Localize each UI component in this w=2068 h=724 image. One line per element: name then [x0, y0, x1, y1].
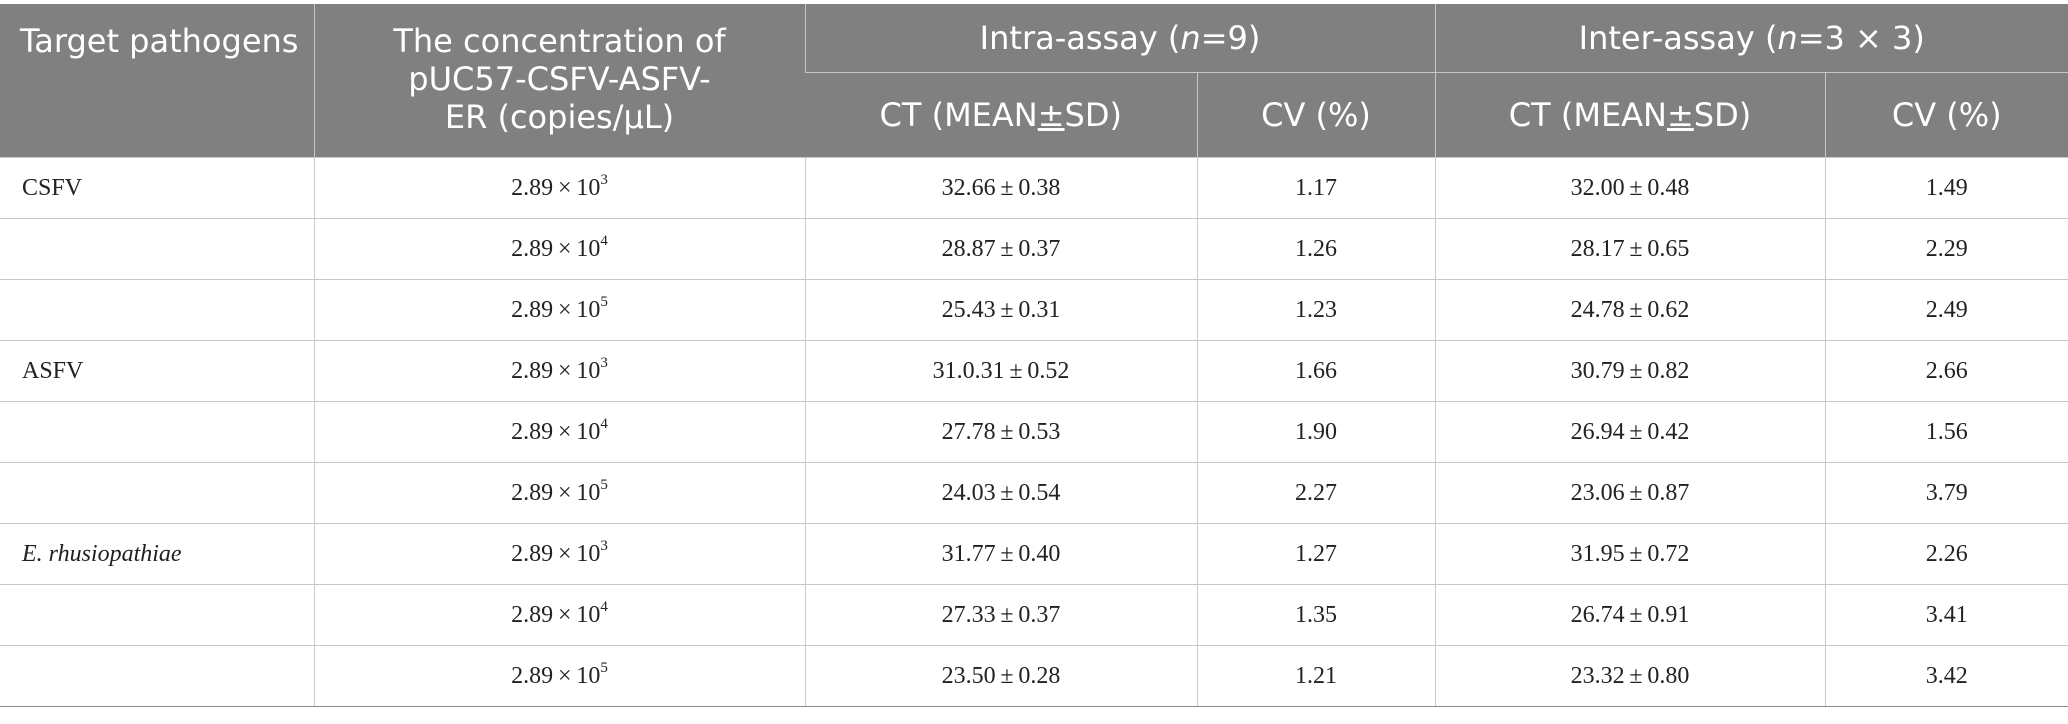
- pathogen-cell: [0, 463, 314, 524]
- inter-ct-cell: 28.17 ± 0.65: [1435, 219, 1825, 280]
- table-row: 2.89 × 105 25.43 ± 0.31 1.23 24.78 ± 0.6…: [0, 280, 2068, 341]
- intra-cv-cell: 1.21: [1197, 646, 1435, 707]
- inter-ct-cell: 32.00 ± 0.48: [1435, 158, 1825, 219]
- concentration-cell: 2.89 × 103: [314, 341, 805, 402]
- inter-cv-cell: 2.26: [1825, 524, 2068, 585]
- intra-cv-cell: 1.26: [1197, 219, 1435, 280]
- inter-cv-cell: 3.79: [1825, 463, 2068, 524]
- concentration-cell: 2.89 × 104: [314, 219, 805, 280]
- concentration-cell: 2.89 × 105: [314, 280, 805, 341]
- intra-cv-cell: 1.17: [1197, 158, 1435, 219]
- table-row: E. rhusiopathiae 2.89 × 103 31.77 ± 0.40…: [0, 524, 2068, 585]
- inter-cv-cell: 1.49: [1825, 158, 2068, 219]
- header-intra-assay: Intra-assay (n=9): [805, 4, 1435, 73]
- inter-cv-cell: 2.49: [1825, 280, 2068, 341]
- intra-ct-cell: 27.33 ± 0.37: [805, 585, 1197, 646]
- table-row: ASFV 2.89 × 103 31.0.31 ± 0.52 1.66 30.7…: [0, 341, 2068, 402]
- intra-cv-cell: 1.23: [1197, 280, 1435, 341]
- inter-ct-cell: 23.06 ± 0.87: [1435, 463, 1825, 524]
- inter-ct-cell: 26.74 ± 0.91: [1435, 585, 1825, 646]
- intra-ct-cell: 31.0.31 ± 0.52: [805, 341, 1197, 402]
- intra-ct-cell: 32.66 ± 0.38: [805, 158, 1197, 219]
- header-concentration: The concentration of pUC57-CSFV-ASFV-ER …: [314, 4, 805, 158]
- table-row: 2.89 × 104 28.87 ± 0.37 1.26 28.17 ± 0.6…: [0, 219, 2068, 280]
- concentration-cell: 2.89 × 103: [314, 524, 805, 585]
- table-row: 2.89 × 104 27.33 ± 0.37 1.35 26.74 ± 0.9…: [0, 585, 2068, 646]
- intra-cv-cell: 1.90: [1197, 402, 1435, 463]
- pathogen-cell: CSFV: [0, 158, 314, 219]
- intra-ct-cell: 25.43 ± 0.31: [805, 280, 1197, 341]
- intra-cv-cell: 1.35: [1197, 585, 1435, 646]
- pathogen-cell: ASFV: [0, 341, 314, 402]
- concentration-cell: 2.89 × 104: [314, 402, 805, 463]
- intra-ct-cell: 27.78 ± 0.53: [805, 402, 1197, 463]
- pathogen-cell: [0, 585, 314, 646]
- concentration-cell: 2.89 × 105: [314, 646, 805, 707]
- inter-ct-cell: 31.95 ± 0.72: [1435, 524, 1825, 585]
- inter-cv-cell: 2.29: [1825, 219, 2068, 280]
- header-intra-ct: CT (MEAN±SD): [805, 73, 1197, 158]
- table-row: 2.89 × 104 27.78 ± 0.53 1.90 26.94 ± 0.4…: [0, 402, 2068, 463]
- inter-ct-cell: 30.79 ± 0.82: [1435, 341, 1825, 402]
- inter-cv-cell: 1.56: [1825, 402, 2068, 463]
- inter-cv-cell: 2.66: [1825, 341, 2068, 402]
- table-row: CSFV 2.89 × 103 32.66 ± 0.38 1.17 32.00 …: [0, 158, 2068, 219]
- header-inter-cv: CV (%): [1825, 73, 2068, 158]
- concentration-cell: 2.89 × 104: [314, 585, 805, 646]
- inter-ct-cell: 23.32 ± 0.80: [1435, 646, 1825, 707]
- intra-cv-cell: 2.27: [1197, 463, 1435, 524]
- intra-cv-cell: 1.66: [1197, 341, 1435, 402]
- inter-ct-cell: 26.94 ± 0.42: [1435, 402, 1825, 463]
- inter-cv-cell: 3.42: [1825, 646, 2068, 707]
- inter-ct-cell: 24.78 ± 0.62: [1435, 280, 1825, 341]
- intra-ct-cell: 31.77 ± 0.40: [805, 524, 1197, 585]
- concentration-cell: 2.89 × 103: [314, 158, 805, 219]
- table-header: Target pathogens The concentration of pU…: [0, 4, 2068, 158]
- intra-ct-cell: 23.50 ± 0.28: [805, 646, 1197, 707]
- pathogen-cell: [0, 280, 314, 341]
- table-body: CSFV 2.89 × 103 32.66 ± 0.38 1.17 32.00 …: [0, 158, 2068, 707]
- data-table: Target pathogens The concentration of pU…: [0, 4, 2068, 707]
- header-inter-assay: Inter-assay (n=3 × 3): [1435, 4, 2068, 73]
- header-target-pathogens: Target pathogens: [0, 4, 314, 158]
- pathogen-cell: [0, 646, 314, 707]
- pathogen-cell: [0, 402, 314, 463]
- pathogen-cell: E. rhusiopathiae: [0, 524, 314, 585]
- concentration-cell: 2.89 × 105: [314, 463, 805, 524]
- table-row: 2.89 × 105 24.03 ± 0.54 2.27 23.06 ± 0.8…: [0, 463, 2068, 524]
- inter-cv-cell: 3.41: [1825, 585, 2068, 646]
- header-inter-ct: CT (MEAN±SD): [1435, 73, 1825, 158]
- intra-ct-cell: 28.87 ± 0.37: [805, 219, 1197, 280]
- header-intra-cv: CV (%): [1197, 73, 1435, 158]
- intra-cv-cell: 1.27: [1197, 524, 1435, 585]
- header-concentration-text: The concentration of pUC57-CSFV-ASFV-ER …: [390, 22, 730, 136]
- table-row: 2.89 × 105 23.50 ± 0.28 1.21 23.32 ± 0.8…: [0, 646, 2068, 707]
- pathogen-cell: [0, 219, 314, 280]
- intra-ct-cell: 24.03 ± 0.54: [805, 463, 1197, 524]
